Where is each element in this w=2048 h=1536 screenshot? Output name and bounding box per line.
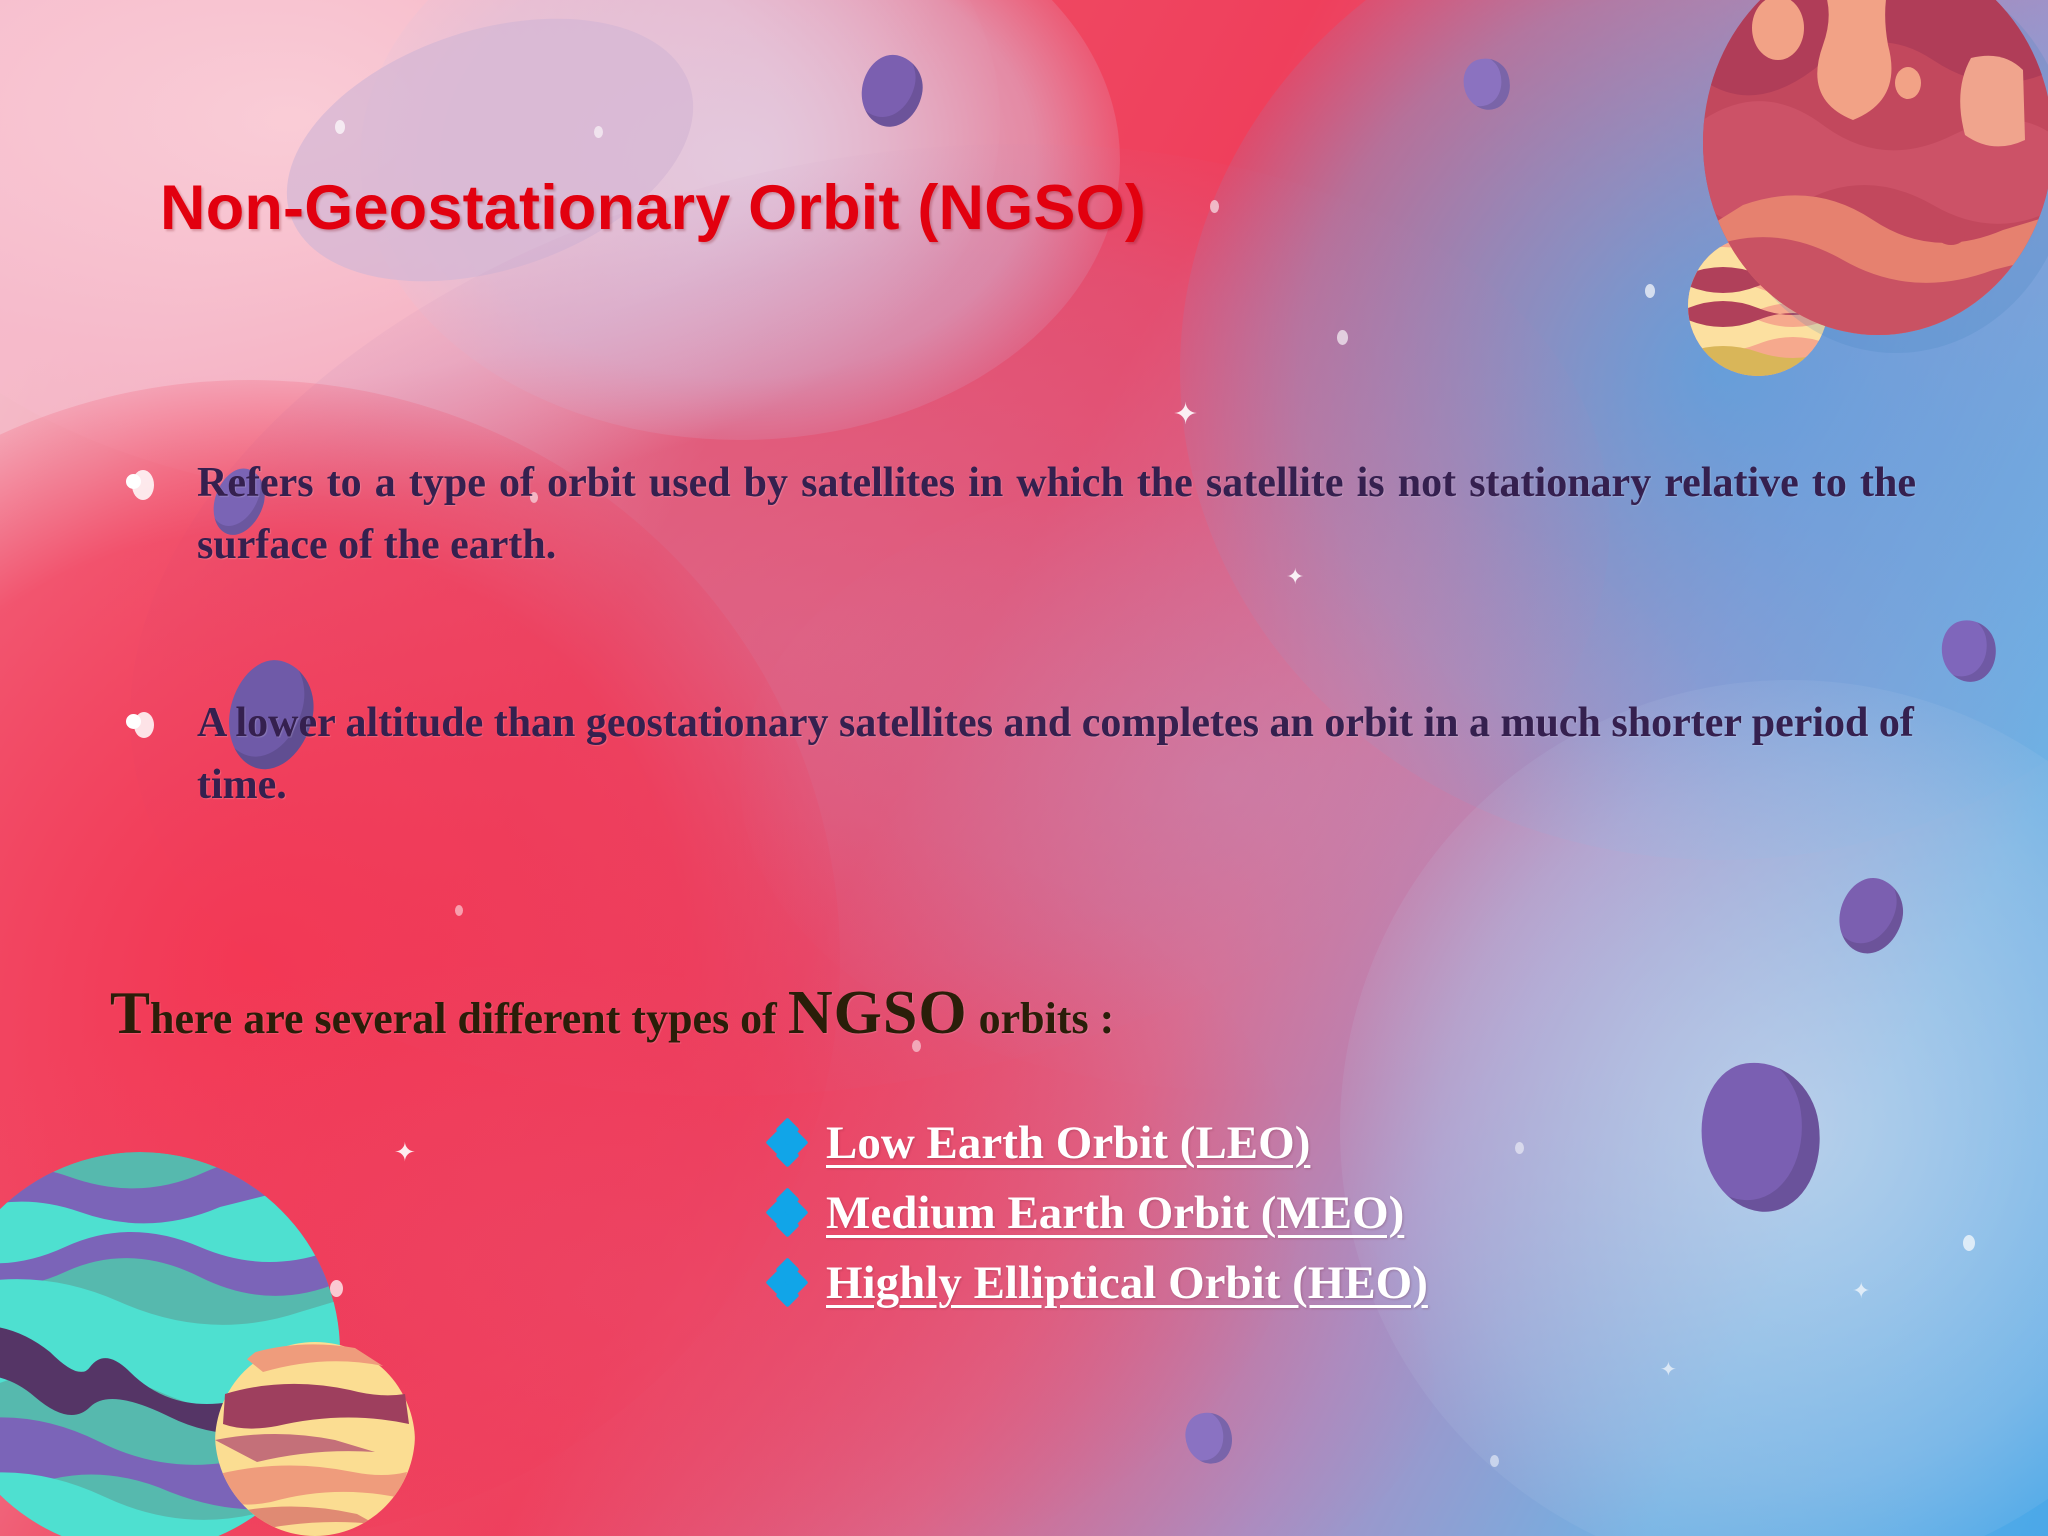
diamond-bullet-icon <box>765 1257 809 1308</box>
list-item[interactable]: Highly Elliptical Orbit (HEO) <box>765 1250 1428 1316</box>
star-icon <box>455 905 463 916</box>
star-icon <box>594 126 603 138</box>
sparkle-icon: ✦ <box>1852 1278 1871 1303</box>
star-icon <box>1515 1142 1524 1154</box>
star-icon <box>1490 1455 1499 1467</box>
star-icon <box>530 492 538 503</box>
star-icon <box>1963 1235 1975 1251</box>
lead-in-drop-cap: T <box>110 980 151 1046</box>
sparkle-icon: ✦ <box>1173 398 1199 431</box>
lead-in-text: There are several different types of NGS… <box>110 978 1114 1049</box>
star-icon <box>1210 200 1219 213</box>
orbit-type-label[interactable]: Medium Earth Orbit (MEO) <box>826 1187 1405 1239</box>
bullet-dot-icon <box>126 714 141 729</box>
list-item[interactable]: Low Earth Orbit (LEO) <box>765 1110 1428 1176</box>
orbit-types-list: Low Earth Orbit (LEO) Medium Earth Orbit… <box>765 1110 1428 1320</box>
bullet-dot-icon <box>126 474 141 489</box>
star-icon <box>1337 330 1348 345</box>
sparkle-icon: ✦ <box>1286 564 1305 589</box>
star-icon <box>912 1040 921 1052</box>
bullet-text: A lower altitude than geostationary sate… <box>197 700 1914 809</box>
bullet-item: A lower altitude than geostationary sate… <box>126 692 1956 816</box>
star-icon <box>330 1280 343 1297</box>
lead-in-part2: orbits : <box>967 994 1115 1043</box>
star-icon <box>1645 284 1655 298</box>
orbit-type-label[interactable]: Highly Elliptical Orbit (HEO) <box>826 1257 1428 1309</box>
red-planet-icon <box>1703 0 2048 335</box>
diamond-bullet-icon <box>765 1187 809 1238</box>
star-icon <box>335 120 345 134</box>
yellow-striped-planet-art <box>215 1342 415 1536</box>
sparkle-icon: ✦ <box>1660 1359 1677 1381</box>
lead-in-emphasis: NGSO <box>787 979 968 1047</box>
list-item[interactable]: Medium Earth Orbit (MEO) <box>765 1180 1428 1246</box>
sparkle-icon: ✦ <box>394 1138 416 1167</box>
bullet-text: Refers to a type of orbit used by satell… <box>197 460 1916 569</box>
red-planet-art <box>1703 0 2048 335</box>
page-title: Non-Geostationary Orbit (NGSO) <box>160 173 1147 243</box>
diamond-bullet-icon <box>765 1117 809 1168</box>
orbit-type-label[interactable]: Low Earth Orbit (LEO) <box>826 1117 1311 1169</box>
bullet-item: Refers to a type of orbit used by satell… <box>126 452 1916 576</box>
lead-in-part1: here are several different types of <box>150 994 788 1043</box>
yellow-striped-planet-icon <box>215 1332 415 1536</box>
